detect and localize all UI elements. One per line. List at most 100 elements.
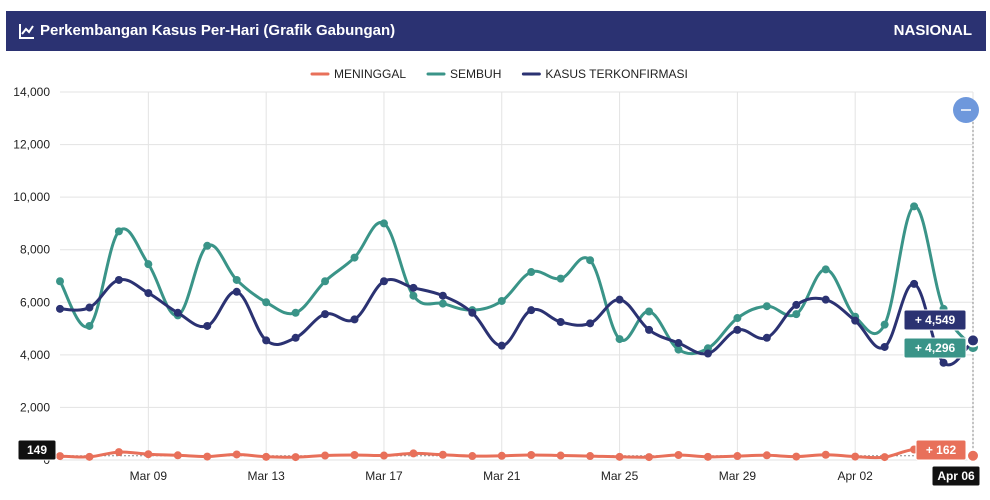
crosshair-y-label: 149 — [27, 443, 47, 457]
data-point-kasus-terkonfirmasi[interactable] — [173, 308, 182, 317]
data-point-meninggal[interactable] — [851, 452, 860, 461]
data-point-sembuh[interactable] — [56, 277, 64, 286]
data-point-sembuh[interactable] — [821, 265, 830, 274]
data-point-meninggal[interactable] — [409, 449, 418, 458]
data-point-meninggal[interactable] — [203, 452, 212, 461]
data-point-meninggal[interactable] — [880, 453, 889, 462]
data-point-meninggal[interactable] — [144, 450, 153, 459]
data-point-meninggal[interactable] — [291, 453, 300, 462]
data-point-sembuh[interactable] — [409, 291, 418, 300]
data-point-sembuh[interactable] — [291, 308, 300, 317]
data-point-meninggal[interactable] — [262, 452, 271, 461]
data-point-kasus-terkonfirmasi[interactable] — [85, 303, 94, 312]
data-point-sembuh[interactable] — [144, 260, 153, 269]
data-point-meninggal[interactable] — [232, 450, 241, 459]
data-point-meninggal[interactable] — [468, 452, 477, 461]
series-line-kasus-terkonfirmasi — [59, 277, 975, 367]
data-point-sembuh[interactable] — [880, 320, 889, 329]
data-point-kasus-terkonfirmasi[interactable] — [262, 336, 271, 345]
data-point-kasus-terkonfirmasi[interactable] — [114, 275, 123, 284]
tooltip-recovered-box — [903, 337, 967, 359]
data-point-sembuh[interactable] — [556, 274, 565, 283]
data-point-meninggal[interactable] — [321, 451, 330, 460]
data-point-sembuh[interactable] — [232, 275, 241, 284]
data-point-meninggal[interactable] — [674, 451, 683, 460]
data-point-sembuh[interactable] — [262, 298, 271, 307]
data-point-sembuh[interactable] — [792, 310, 801, 319]
data-point-kasus-terkonfirmasi[interactable] — [880, 342, 889, 351]
data-point-kasus-terkonfirmasi[interactable] — [792, 300, 801, 309]
data-point-kasus-terkonfirmasi[interactable] — [851, 316, 860, 325]
x-tick-label: Apr 02 — [838, 469, 874, 483]
data-point-kasus-terkonfirmasi[interactable] — [910, 279, 919, 288]
data-point-sembuh[interactable] — [203, 241, 212, 250]
data-point-sembuh[interactable] — [114, 227, 123, 236]
data-point-meninggal[interactable] — [966, 448, 980, 463]
data-point-sembuh[interactable] — [85, 321, 94, 330]
data-point-kasus-terkonfirmasi[interactable] — [615, 295, 624, 304]
data-point-meninggal[interactable] — [497, 451, 506, 460]
data-point-meninggal[interactable] — [56, 452, 64, 461]
data-point-kasus-terkonfirmasi[interactable] — [527, 306, 536, 315]
data-point-meninggal[interactable] — [527, 451, 536, 460]
y-tick-label: 14,000 — [13, 85, 50, 99]
data-point-meninggal[interactable] — [821, 450, 830, 459]
data-point-meninggal[interactable] — [114, 448, 123, 457]
data-point-meninggal[interactable] — [556, 451, 565, 460]
data-point-kasus-terkonfirmasi[interactable] — [821, 295, 830, 304]
data-point-sembuh[interactable] — [321, 277, 330, 286]
data-point-kasus-terkonfirmasi[interactable] — [703, 349, 712, 358]
data-point-meninggal[interactable] — [615, 452, 624, 461]
data-point-kasus-terkonfirmasi[interactable] — [674, 339, 683, 348]
data-point-kasus-terkonfirmasi[interactable] — [966, 333, 980, 348]
data-point-kasus-terkonfirmasi[interactable] — [56, 304, 64, 313]
data-point-kasus-terkonfirmasi[interactable] — [733, 325, 742, 334]
data-point-sembuh[interactable] — [586, 256, 595, 265]
data-point-sembuh[interactable] — [350, 253, 359, 262]
data-point-sembuh[interactable] — [615, 335, 624, 344]
tooltip-confirmed-box — [903, 309, 967, 331]
data-point-meninggal[interactable] — [379, 451, 388, 460]
data-point-meninggal[interactable] — [733, 452, 742, 461]
data-point-kasus-terkonfirmasi[interactable] — [556, 318, 565, 326]
data-point-sembuh[interactable] — [645, 307, 654, 316]
data-point-sembuh[interactable] — [762, 302, 771, 311]
data-point-kasus-terkonfirmasi[interactable] — [321, 310, 330, 319]
data-point-sembuh[interactable] — [497, 296, 506, 305]
data-point-sembuh[interactable] — [910, 202, 919, 211]
data-point-meninggal[interactable] — [703, 452, 712, 461]
data-point-kasus-terkonfirmasi[interactable] — [645, 325, 654, 334]
data-point-meninggal[interactable] — [350, 451, 359, 460]
y-tick-label: 2,000 — [20, 400, 50, 414]
legend-item-sembuh[interactable]: SEMBUH — [450, 67, 501, 81]
data-point-kasus-terkonfirmasi[interactable] — [762, 333, 771, 342]
data-point-meninggal[interactable] — [85, 452, 94, 461]
data-point-kasus-terkonfirmasi[interactable] — [939, 358, 948, 367]
data-point-meninggal[interactable] — [173, 451, 182, 460]
data-point-meninggal[interactable] — [586, 452, 595, 461]
legend-item-kasus-terkonfirmasi[interactable]: KASUS TERKONFIRMASI — [545, 67, 687, 81]
crosshair-x-label-box — [931, 465, 981, 487]
data-point-meninggal[interactable] — [438, 450, 447, 459]
data-point-kasus-terkonfirmasi[interactable] — [291, 333, 300, 342]
data-point-sembuh[interactable] — [674, 345, 683, 354]
data-point-sembuh[interactable] — [733, 314, 742, 323]
data-point-kasus-terkonfirmasi[interactable] — [350, 315, 359, 324]
data-point-kasus-terkonfirmasi[interactable] — [409, 283, 418, 292]
data-point-sembuh[interactable] — [527, 268, 536, 277]
data-point-kasus-terkonfirmasi[interactable] — [379, 277, 388, 286]
data-point-sembuh[interactable] — [379, 219, 388, 228]
data-point-kasus-terkonfirmasi[interactable] — [438, 291, 447, 300]
data-point-meninggal[interactable] — [792, 452, 801, 461]
data-point-kasus-terkonfirmasi[interactable] — [232, 287, 241, 296]
data-point-meninggal[interactable] — [762, 451, 771, 460]
data-point-meninggal[interactable] — [645, 453, 654, 462]
data-point-kasus-terkonfirmasi[interactable] — [144, 289, 153, 298]
legend-item-meninggal[interactable]: MENINGGAL — [334, 67, 406, 81]
data-point-kasus-terkonfirmasi[interactable] — [203, 321, 212, 330]
x-tick-label: Mar 09 — [130, 469, 168, 483]
data-point-kasus-terkonfirmasi[interactable] — [468, 308, 477, 317]
data-point-kasus-terkonfirmasi[interactable] — [586, 319, 595, 328]
data-point-kasus-terkonfirmasi[interactable] — [497, 341, 506, 350]
data-point-sembuh[interactable] — [438, 299, 447, 308]
